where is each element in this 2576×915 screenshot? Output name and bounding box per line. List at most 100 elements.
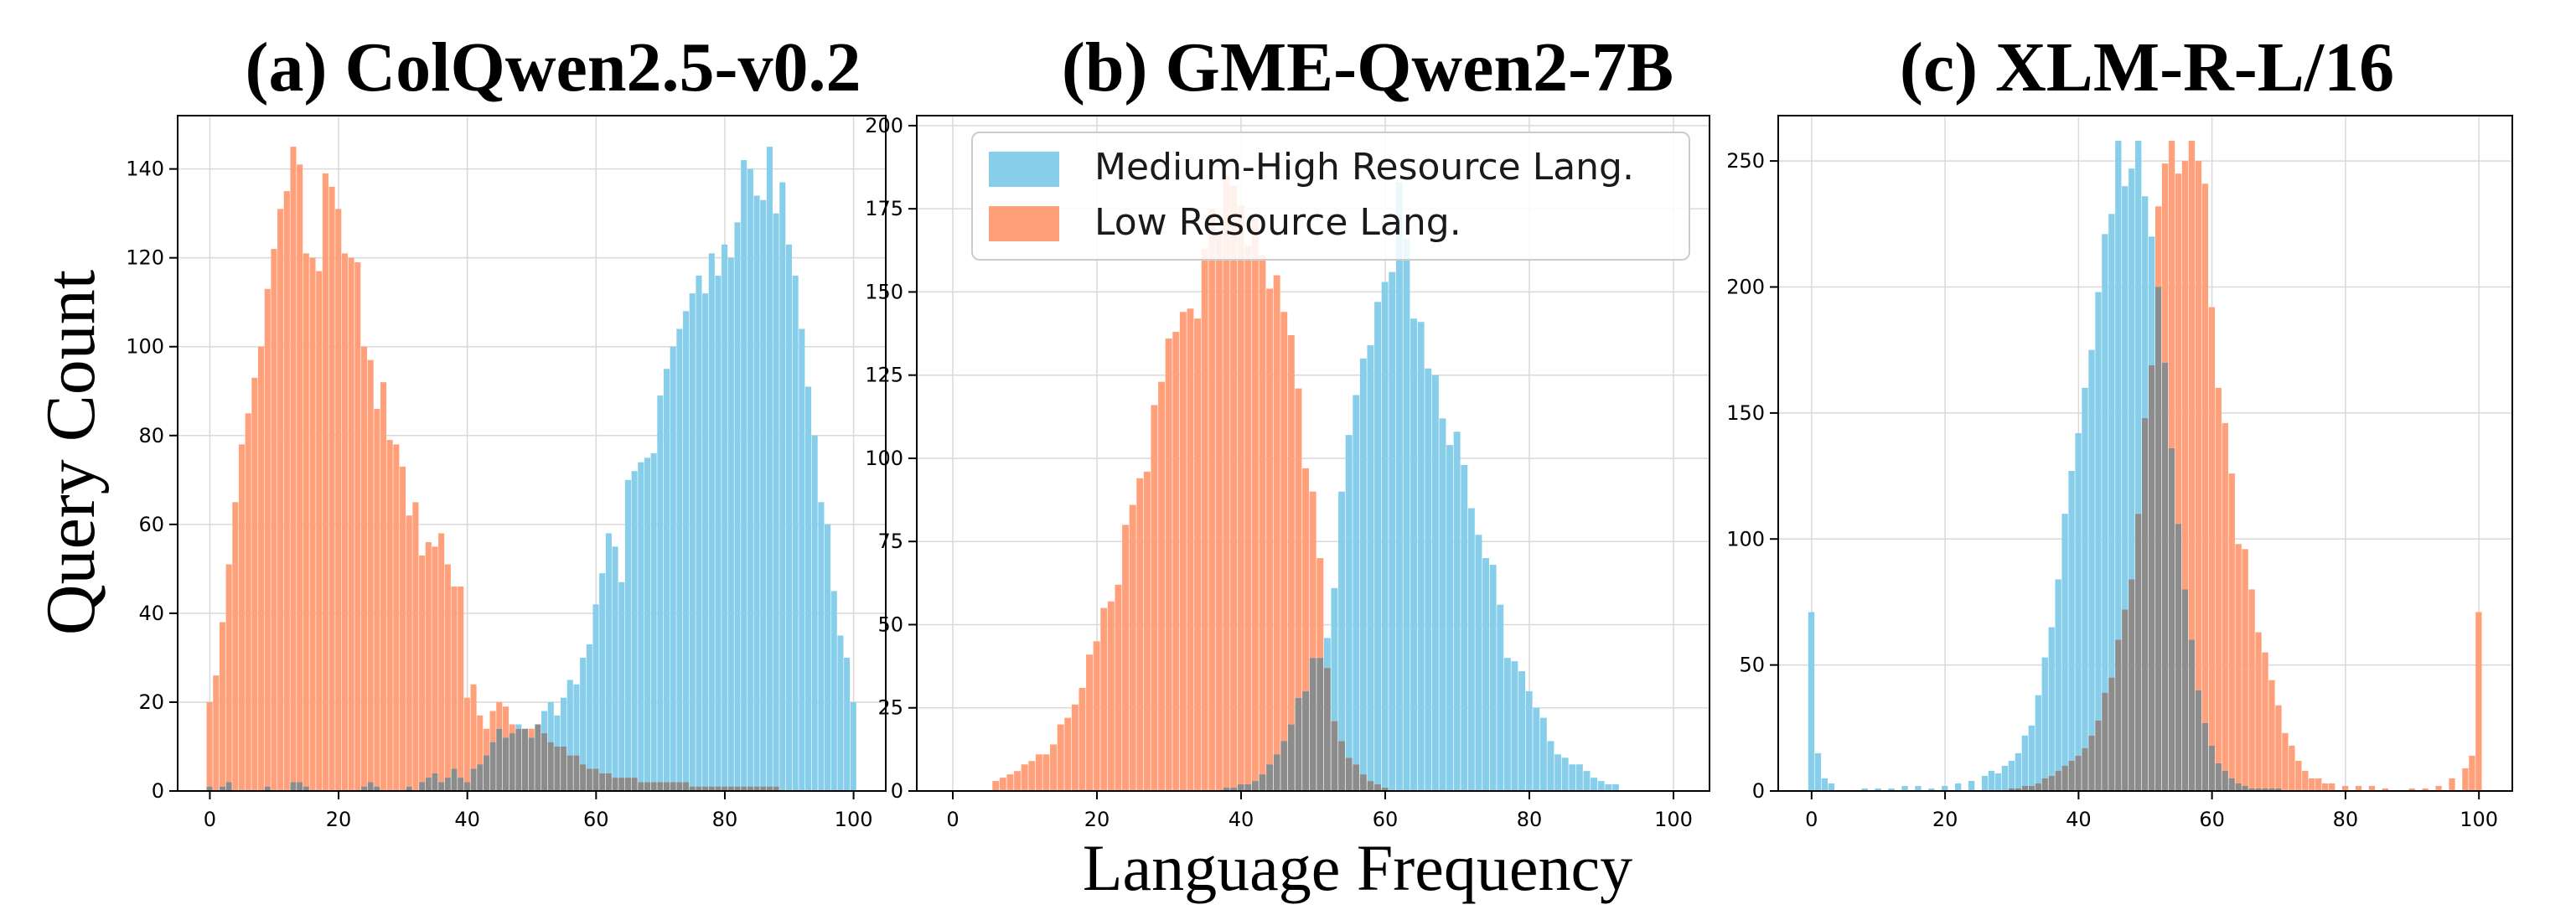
y-tick-label: 150 — [865, 280, 903, 303]
bar-overlap — [760, 786, 767, 791]
y-tick-label: 140 — [126, 158, 164, 181]
bar-medium-high — [2041, 657, 2048, 778]
bar-low — [406, 515, 412, 787]
bar-medium-high — [760, 199, 767, 787]
bar-medium-high — [663, 369, 670, 783]
bar-overlap — [670, 782, 676, 791]
bar-low — [2215, 387, 2222, 763]
bar-medium-high — [1955, 783, 1962, 791]
x-tick-label: 100 — [2460, 808, 2498, 831]
bar-low — [290, 147, 297, 783]
bar-overlap — [1237, 784, 1244, 791]
bar-low — [1014, 771, 1022, 791]
bar-medium-high — [1323, 638, 1331, 669]
bar-overlap — [225, 782, 232, 791]
bar-low — [1143, 471, 1151, 791]
bar-low — [1237, 205, 1244, 785]
bar-low — [271, 249, 277, 791]
bar-low — [2289, 745, 2295, 791]
bar-low — [367, 359, 374, 783]
bar-medium-high — [1575, 764, 1583, 791]
y-tick-label: 200 — [1726, 276, 1765, 299]
bar-overlap — [406, 786, 412, 791]
bar-low — [2161, 163, 2169, 363]
bar-medium-high — [1331, 587, 1338, 721]
x-tick-label: 20 — [1932, 808, 1958, 831]
bar-medium-high — [785, 244, 792, 791]
bar-low — [1079, 687, 1086, 791]
bar-medium-high — [1875, 788, 1881, 791]
bar-medium-high — [2028, 725, 2035, 786]
bar-medium-high — [592, 604, 599, 769]
legend-label-low: Low Resource Lang. — [1094, 201, 1461, 244]
bar-overlap — [2235, 783, 2242, 791]
bar-medium-high — [618, 582, 625, 778]
bar-overlap — [561, 746, 567, 791]
y-tick-label: 0 — [1752, 779, 1765, 803]
bar-low — [1295, 388, 1302, 698]
axes-frame — [916, 115, 1710, 792]
bar-low — [322, 173, 328, 791]
bar-overlap — [2201, 722, 2209, 791]
bar-low — [2302, 770, 2309, 791]
y-tick-label: 150 — [1726, 401, 1765, 425]
bar-medium-high — [2001, 765, 2009, 791]
bar-medium-high — [566, 680, 573, 756]
bar-low — [1021, 764, 1028, 791]
bar-medium-high — [2055, 579, 2061, 771]
bar-overlap — [483, 755, 489, 791]
bar-low — [502, 706, 509, 738]
bar-low — [438, 533, 445, 783]
bar-overlap — [566, 755, 573, 791]
bar-overlap — [586, 768, 592, 791]
bar-overlap — [618, 778, 625, 791]
bar-low — [1215, 231, 1223, 791]
bar-low — [393, 444, 400, 791]
bar-medium-high — [1461, 464, 1468, 791]
bar-overlap — [1295, 697, 1302, 791]
bar-low — [2235, 544, 2242, 783]
bar-low — [432, 546, 438, 773]
bar-overlap — [573, 755, 580, 791]
bar-overlap — [612, 778, 618, 791]
bar-medium-high — [1597, 781, 1605, 791]
bar-overlap — [753, 786, 760, 791]
bar-medium-high — [1417, 322, 1425, 791]
bar-low — [206, 701, 213, 787]
bar-medium-high — [573, 684, 580, 756]
bar-low — [1302, 468, 1310, 691]
bar-low — [1179, 312, 1187, 791]
bar-overlap — [2262, 788, 2268, 791]
bar-low — [992, 781, 1000, 791]
bar-medium-high — [1554, 754, 1562, 791]
bar-medium-high — [1389, 271, 1396, 791]
bar-low — [1309, 491, 1316, 659]
bar-overlap — [2055, 770, 2061, 791]
y-tick-label: 60 — [138, 513, 164, 536]
bar-low — [496, 701, 503, 729]
bar-medium-high — [1583, 771, 1591, 791]
bar-low — [1086, 654, 1094, 791]
bar-overlap — [1287, 724, 1295, 791]
bar-overlap — [1223, 788, 1230, 791]
y-tick-label: 200 — [865, 114, 903, 137]
bar-overlap — [2008, 788, 2015, 791]
bar-low — [528, 728, 535, 738]
bar-low — [2282, 732, 2289, 791]
bar-medium-high — [2015, 752, 2022, 788]
bar-overlap — [1316, 658, 1324, 791]
x-tick-label: 100 — [1654, 808, 1693, 831]
bar-overlap — [683, 782, 690, 791]
bar-low — [425, 542, 432, 778]
bar-medium-high — [1453, 432, 1461, 791]
bar-medium-high — [2075, 432, 2082, 756]
bar-medium-high — [580, 657, 587, 765]
bar-overlap — [650, 782, 657, 791]
bar-overlap — [451, 768, 458, 791]
bar-medium-high — [657, 395, 664, 783]
bar-low — [2208, 307, 2215, 746]
bar-low — [2195, 161, 2202, 690]
bar-overlap — [1374, 784, 1382, 791]
bar-overlap — [2195, 690, 2202, 791]
bar-medium-high — [541, 711, 548, 734]
